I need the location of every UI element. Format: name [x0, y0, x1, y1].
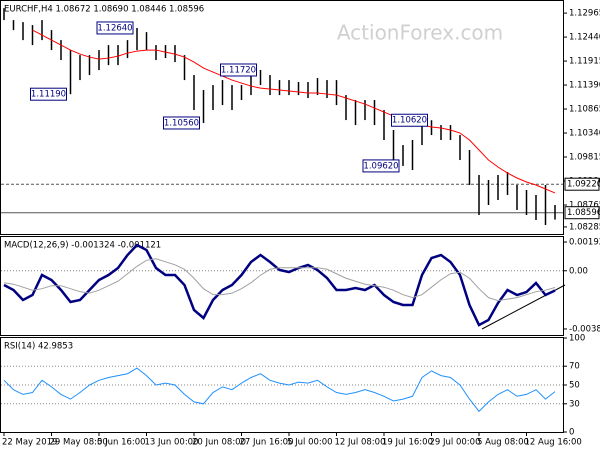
y-tick-label: 1.08765: [569, 200, 600, 210]
watermark: ActionForex.com: [337, 21, 503, 45]
annotation-label: 1.11720: [221, 65, 256, 75]
y-tick-label: 1.10340: [569, 129, 600, 139]
rsi-panel: [0, 337, 564, 433]
series-line: [3, 258, 556, 302]
x-tick-label: 22 May 2019: [2, 438, 57, 448]
x-tick-label: 12 Jul 08:00: [335, 438, 386, 448]
y-tick-label: 100: [569, 334, 585, 344]
y-tick-label: 1.08285: [569, 222, 600, 232]
annotation-label: 1.11190: [31, 90, 66, 100]
x-tick-label: 27 Jun 16:00: [240, 438, 294, 448]
y-tick-label: 1.09815: [569, 153, 600, 163]
x-tick-label: 19 Jul 16:00: [382, 438, 433, 448]
y-tick-label: 30: [569, 399, 580, 409]
panel-title: MACD(12,26,9) -0.001324 -0.001121: [4, 241, 161, 251]
annotation-label: 1.10560: [164, 118, 199, 128]
y-tick-label: 70: [569, 362, 580, 372]
annotation-box: [163, 116, 200, 130]
price-label: 1.08596: [567, 208, 600, 218]
y-tick-label: 1.11915: [569, 57, 600, 67]
annotation-box: [391, 113, 428, 127]
annotation-box: [96, 21, 134, 35]
x-tick-label: 29 May 08:00: [50, 438, 108, 448]
x-tick-label: 13 Jun 00:00: [145, 438, 199, 448]
annotation-label: 1.09620: [363, 161, 398, 171]
y-tick-label: 1.11390: [569, 81, 600, 91]
x-tick-label: 5 Jul 00:00: [287, 438, 333, 448]
y-tick-label: 1.12440: [569, 33, 600, 43]
y-tick-label: -0.003896: [569, 324, 600, 334]
y-tick-label: 0.001923: [569, 238, 600, 248]
series-line: [32, 29, 556, 194]
panel-title: RSI(14) 42.9853: [4, 342, 73, 352]
x-tick-label: 5 Jun 16:00: [97, 438, 146, 448]
annotation-box: [362, 159, 400, 173]
price-label-box: [564, 177, 600, 191]
annotation-box: [30, 87, 67, 101]
y-tick-label: 0: [569, 428, 574, 438]
price-panel: [0, 0, 564, 235]
x-tick-label: 29 Jul 00:00: [430, 438, 481, 448]
x-tick-label: 5 Aug 08:00: [477, 438, 529, 448]
price-label-box: [564, 206, 600, 220]
price-label: 1.09220: [567, 180, 600, 190]
y-tick-label: 50: [569, 381, 580, 391]
annotation-label: 1.10620: [392, 116, 427, 126]
y-tick-label: 0.00: [569, 266, 588, 276]
series-line: [3, 367, 556, 413]
annotation-label: 1.12640: [97, 23, 132, 33]
x-tick-label: 20 Jun 08:00: [192, 438, 246, 448]
annotation-box: [220, 63, 257, 77]
series-line: [3, 243, 556, 327]
y-tick-label: 1.10865: [569, 105, 600, 115]
panel-title: EURCHF,H4 1.08672 1.08690 1.08446 1.0859…: [4, 5, 204, 15]
macd-panel: [0, 236, 564, 336]
x-tick-label: 12 Aug 16:00: [525, 438, 582, 448]
y-tick-label: 1.12965: [569, 9, 600, 19]
